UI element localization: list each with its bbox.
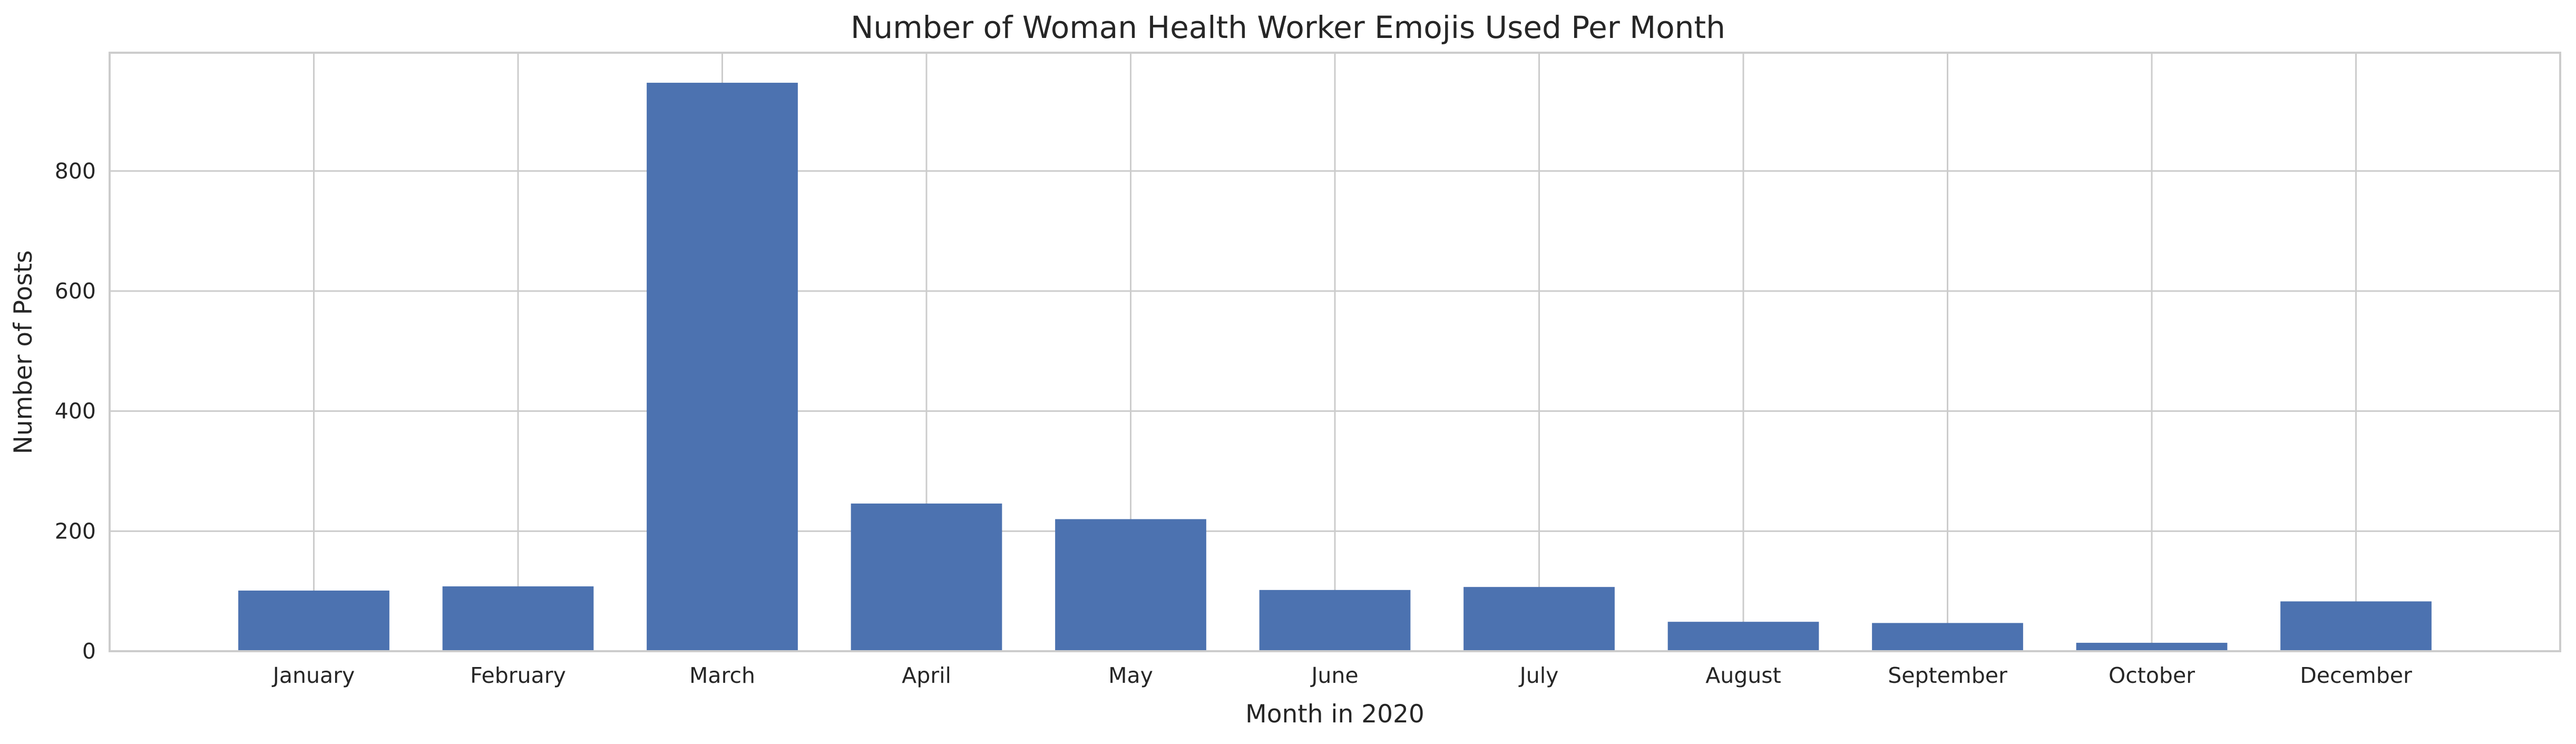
x-tick-label: October [2109,663,2195,688]
x-tick-label: March [689,663,755,688]
bar-may [1055,519,1206,651]
x-tick-label: April [902,663,951,688]
y-axis-label: Number of Posts [9,250,38,455]
x-tick-label: February [470,663,566,688]
y-tick-label: 400 [55,399,96,424]
x-tick-label: September [1888,663,2007,688]
x-axis-label: Month in 2020 [1245,700,1424,729]
bar-january [238,591,389,651]
x-tick-label: July [1518,663,1559,688]
y-tick-label: 200 [55,518,96,544]
y-tick-label: 600 [55,278,96,304]
bar-march [647,82,798,651]
bar-december [2280,601,2432,651]
bar-june [1259,590,1411,651]
x-tick-label: May [1108,663,1153,688]
bar-october [2076,643,2228,651]
plot-frame [109,52,2561,652]
tick-labels: 0 200 400 600 800 January February March April Ma… [55,158,2412,688]
bar-april [851,503,1002,651]
bar-august [1667,622,1819,651]
gridlines [110,53,2560,652]
bar-september [1872,623,2023,651]
x-tick-label: August [1705,663,1781,688]
bar-february [442,586,594,651]
y-tick-label: 800 [55,158,96,183]
bar-july [1463,587,1615,651]
x-tick-label: January [271,663,355,688]
x-tick-label: June [1310,663,1358,688]
x-tick-label: December [2300,663,2412,688]
y-tick-label: 0 [82,639,96,664]
bars [238,82,2432,651]
chart-title: Number of Woman Health Worker Emojis Use… [851,9,1725,45]
